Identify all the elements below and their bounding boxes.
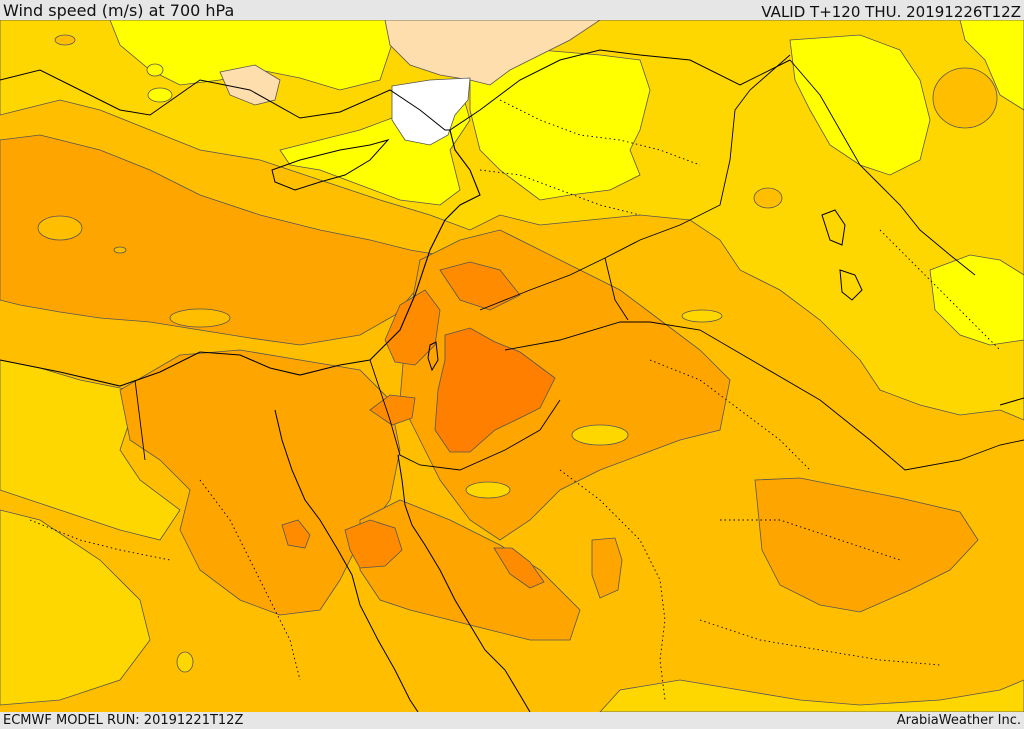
field-orange-redsea <box>359 499 581 641</box>
map-canvas <box>0 20 1024 712</box>
field-orange-med <box>0 134 441 346</box>
field-dark-orange-aqaba <box>344 519 403 569</box>
coastline-persian-gulf <box>999 397 1024 406</box>
field-dark-orange-hejaz <box>493 547 545 589</box>
model-run: ECMWF MODEL RUN: 20191221T12Z <box>3 713 244 728</box>
coastline-gulf-of-aqaba <box>397 454 531 712</box>
field-orange-southeast <box>754 477 979 613</box>
border-israel-jordan <box>369 359 561 471</box>
valid-time: VALID T+120 THU. 20191226T12Z <box>761 3 1021 21</box>
border-iran-iraq <box>789 59 976 276</box>
border-egypt-libya <box>134 379 146 461</box>
field-gold-south <box>599 679 1024 712</box>
field-gold-north <box>0 20 1024 421</box>
coastline-anatolia <box>0 49 791 131</box>
field-dark-orange-sinai <box>369 394 416 426</box>
credit: ArabiaWeather Inc. <box>896 713 1021 728</box>
field-light-west <box>219 64 281 106</box>
field-yellow-northeast <box>959 20 1024 111</box>
field-yellow-mesopotamia <box>469 49 651 201</box>
field-orange-south-cell <box>591 537 623 599</box>
field-dark-orange-coast <box>384 289 441 366</box>
map-title: Wind speed (m/s) at 700 hPa <box>3 1 235 20</box>
coastline-gulf-of-suez <box>274 409 419 712</box>
field-dark-orange-wcell <box>281 519 311 549</box>
dotted-admin-boundaries <box>29 99 1001 701</box>
field-deep-orange-jordan <box>434 327 556 453</box>
field-yellow-gulf <box>929 254 1024 346</box>
contour-islands <box>37 34 998 673</box>
coastline-gulf <box>839 269 863 301</box>
border-syria-iraq <box>479 54 791 311</box>
coastline-dead-sea <box>427 341 439 372</box>
border-saudi-iraq <box>504 321 1024 471</box>
field-yellow-iran <box>789 34 931 176</box>
coastline-caspian-lake <box>821 209 846 246</box>
field-calm-cell <box>391 77 471 146</box>
field-light-anatolia <box>384 20 601 86</box>
field-dark-orange-levant <box>439 261 521 311</box>
field-gold-sw <box>0 509 151 706</box>
wind-speed-map[interactable] <box>0 20 1024 712</box>
border-jordan-iraq <box>604 257 629 321</box>
footer-bar: ECMWF MODEL RUN: 20191221T12Z ArabiaWeat… <box>0 712 1024 729</box>
coastline-cyprus <box>271 139 390 191</box>
field-orange-egypt <box>119 349 401 616</box>
header-bar: Wind speed (m/s) at 700 hPa VALID T+120 … <box>0 0 1024 20</box>
